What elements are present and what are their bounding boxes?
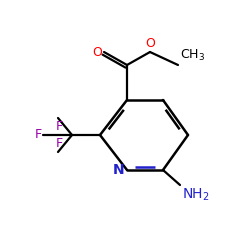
- Text: NH$_2$: NH$_2$: [182, 187, 210, 204]
- Text: F: F: [35, 128, 42, 141]
- Text: O: O: [145, 37, 155, 50]
- Text: F: F: [56, 120, 62, 133]
- Text: O: O: [92, 46, 102, 59]
- Text: N: N: [112, 163, 124, 177]
- Text: CH$_3$: CH$_3$: [180, 48, 205, 63]
- Text: F: F: [56, 137, 62, 150]
